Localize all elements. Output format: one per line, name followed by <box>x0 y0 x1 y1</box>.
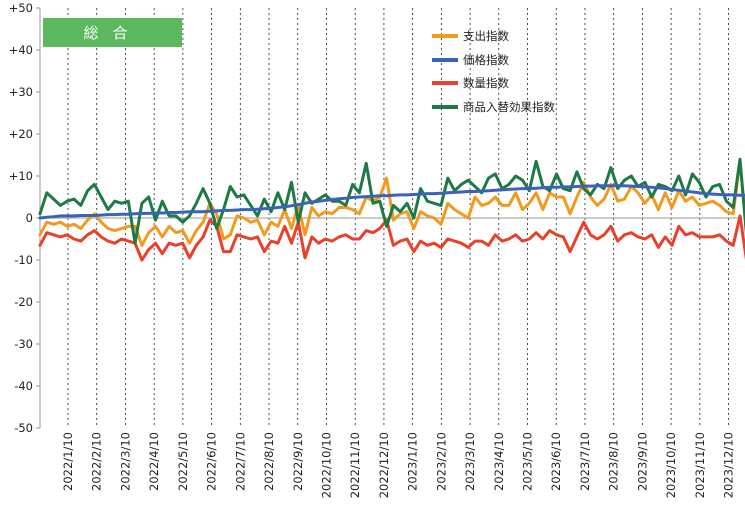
legend-label: 価格指数 <box>463 52 509 67</box>
legend-item: 商品入替効果指数 <box>432 95 555 119</box>
y-tick-label: -30 <box>14 337 33 351</box>
y-tick-label: +20 <box>9 127 33 141</box>
legend-swatch <box>432 104 458 109</box>
x-axis-tick-labels: 2022/1/10 2022/2/10 2022/3/10 2022/4/10 2022… <box>61 432 736 498</box>
x-tick-label: 2023/12/10 <box>722 432 736 498</box>
x-tick-label: 2023/1/10 <box>406 432 420 491</box>
x-tick-label: 2022/8/10 <box>262 432 276 491</box>
y-tick-label: +30 <box>9 85 33 99</box>
series-line-3 <box>38 214 745 262</box>
x-tick-label: 2022/9/10 <box>291 432 305 491</box>
x-tick-label: 2023/2/10 <box>434 432 448 491</box>
legend: 支出指数価格指数数量指数商品入替効果指数 <box>432 24 555 119</box>
x-tick-label: 2022/11/10 <box>348 432 362 498</box>
y-tick-label: +40 <box>9 43 33 57</box>
x-tick-label: 2023/7/10 <box>578 432 592 491</box>
legend-item: 支出指数 <box>432 24 555 48</box>
x-tick-label: 2023/10/10 <box>664 432 678 498</box>
category-badge: 総合 <box>43 18 182 47</box>
legend-swatch <box>432 57 458 62</box>
x-tick-label: 2023/3/10 <box>463 432 477 491</box>
x-tick-label: 2023/8/10 <box>607 432 621 491</box>
x-tick-label: 2022/4/10 <box>147 432 161 491</box>
y-tick-label: +50 <box>9 1 33 15</box>
y-tick-label: -40 <box>14 379 33 393</box>
x-tick-label: 2022/12/10 <box>377 432 391 498</box>
legend-item: 価格指数 <box>432 48 555 72</box>
legend-swatch <box>432 33 458 38</box>
legend-label: 支出指数 <box>463 28 509 43</box>
x-tick-label: 2023/4/10 <box>492 432 506 491</box>
series-line-1 <box>38 159 745 247</box>
y-tick-label: 0 <box>26 211 33 225</box>
x-tick-label: 2023/5/10 <box>521 432 535 491</box>
x-tick-label: 2022/1/10 <box>61 432 75 491</box>
x-tick-label: 2022/7/10 <box>233 432 247 491</box>
x-tick-label: 2023/9/10 <box>635 432 649 491</box>
legend-label: 商品入替効果指数 <box>463 99 555 114</box>
y-axis-tick-labels: +50 +40 +30 +20 +10 0 -10 -20 -30 -40 -50 <box>9 1 33 435</box>
series-line-2 <box>38 184 745 220</box>
series-lines <box>38 157 745 262</box>
x-tick-label: 2022/10/10 <box>319 432 333 498</box>
series-line-4 <box>38 157 745 245</box>
legend-label: 数量指数 <box>463 76 509 91</box>
x-tick-label: 2022/2/10 <box>90 432 104 491</box>
legend-item: 数量指数 <box>432 71 555 95</box>
y-tick-label: -20 <box>14 295 33 309</box>
x-tick-label: 2023/11/10 <box>693 432 707 498</box>
legend-swatch <box>432 81 458 86</box>
x-tick-label: 2022/5/10 <box>176 432 190 491</box>
x-tick-label: 2023/6/10 <box>549 432 563 491</box>
y-tick-label: +10 <box>9 169 33 183</box>
y-tick-label: -10 <box>14 253 33 267</box>
x-tick-label: 2022/3/10 <box>118 432 132 491</box>
x-tick-label: 2022/6/10 <box>205 432 219 491</box>
y-tick-label: -50 <box>14 421 33 435</box>
